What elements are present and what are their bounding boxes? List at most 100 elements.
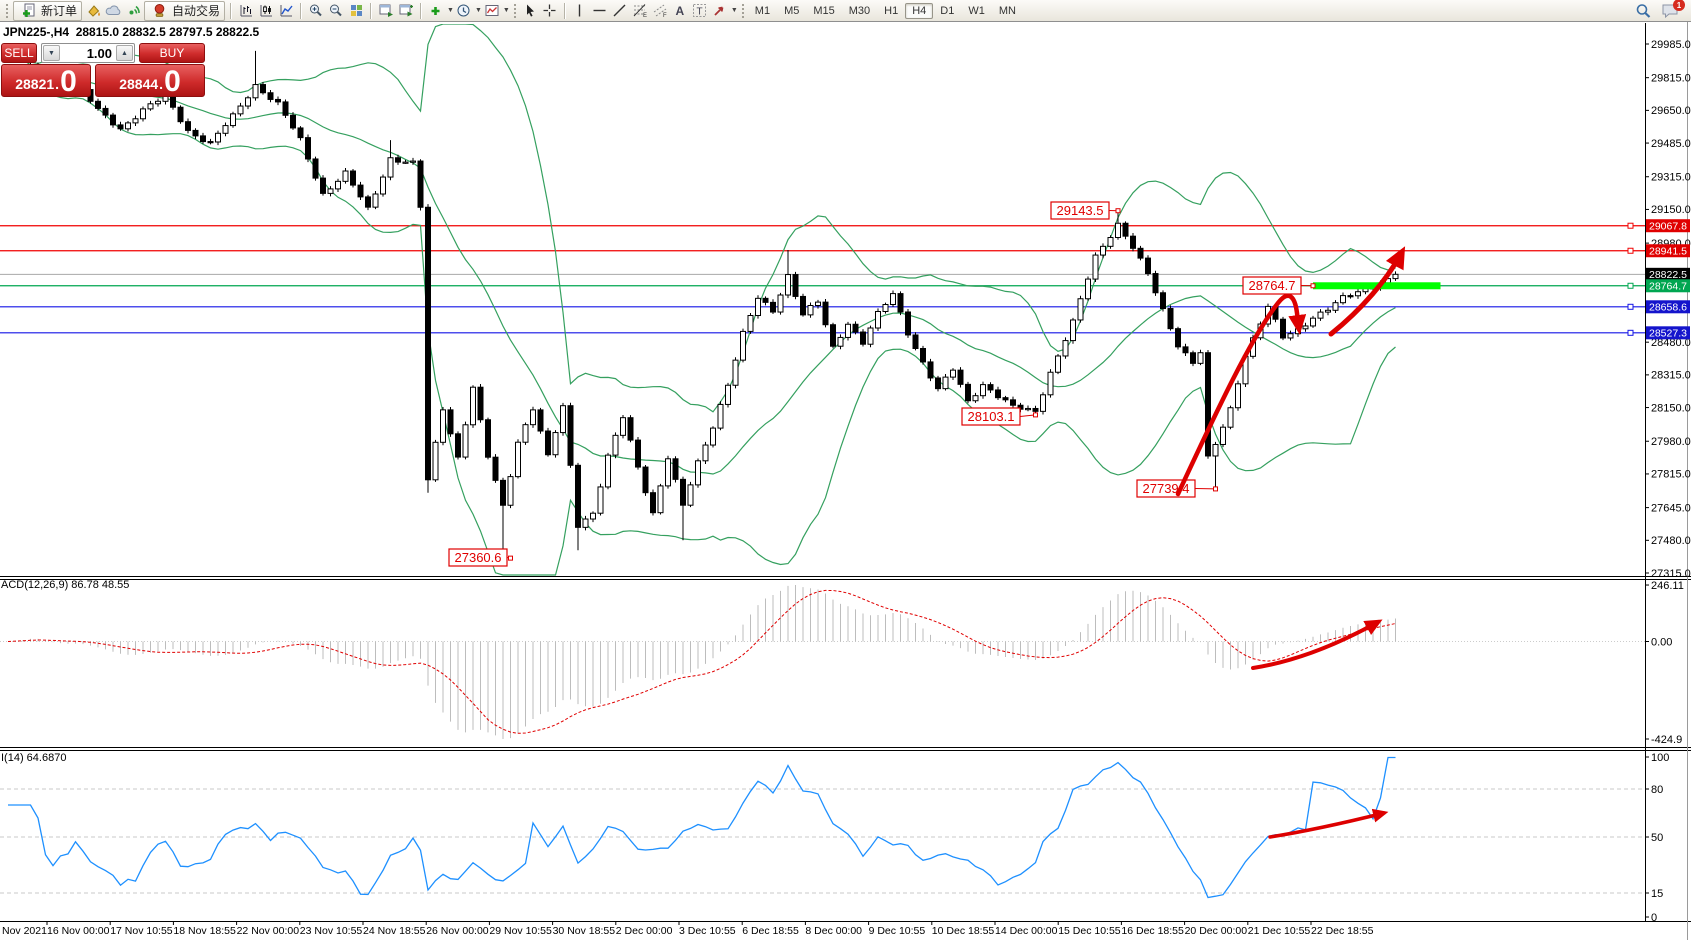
annotation-box[interactable] (961, 407, 1021, 426)
buy-button[interactable]: BUY (139, 43, 205, 63)
bollinger-upper-band[interactable] (7, 24, 1396, 413)
candle-body (1092, 254, 1099, 280)
periods-icon[interactable] (455, 2, 473, 19)
trend-arrow[interactable] (1175, 293, 1307, 497)
line-chart-icon[interactable] (277, 2, 295, 19)
annotation-anchor-handle[interactable] (1115, 208, 1121, 214)
bar-chart-icon[interactable] (237, 2, 255, 19)
candlestick-chart-icon[interactable] (257, 2, 275, 19)
hline-handle[interactable] (1627, 303, 1634, 310)
hline-handle[interactable] (1627, 282, 1634, 289)
candle-body (1032, 407, 1039, 412)
candle-body (1392, 273, 1399, 280)
horizontal-line-icon[interactable] (591, 2, 609, 19)
community-cloud-icon[interactable] (104, 2, 122, 19)
hline-handle[interactable] (1627, 222, 1634, 229)
autotrading-button[interactable]: 自动交易 (144, 0, 226, 21)
rsi-pane[interactable] (0, 756, 1645, 899)
new-chart-icon[interactable] (377, 2, 395, 19)
tab-timeframe-h1[interactable]: H1 (884, 4, 899, 17)
candle-body (545, 430, 551, 456)
annotation-label: 28764.7 (1249, 278, 1296, 293)
periods-dropdown-caret[interactable]: ▼ (474, 7, 482, 14)
trend-arrow[interactable] (1268, 808, 1389, 839)
cursor-icon[interactable] (521, 2, 539, 19)
signals-icon[interactable] (124, 2, 142, 19)
tab-timeframe-m15[interactable]: M15 (813, 4, 835, 17)
macd-pane[interactable] (0, 585, 1645, 740)
time-axis-label: 9 Dec 10:55 (869, 925, 926, 937)
tab-timeframe-w1[interactable]: W1 (968, 4, 985, 17)
chat-icon[interactable]: 1 (1661, 0, 1685, 19)
text-icon[interactable]: A (671, 2, 689, 19)
hline-handle[interactable] (1627, 247, 1634, 254)
trend-arrow[interactable] (1251, 619, 1383, 670)
annotation-anchor-handle[interactable] (1310, 283, 1316, 289)
label-icon[interactable]: T (691, 2, 709, 19)
indicators-dropdown-caret[interactable]: ▼ (447, 7, 454, 14)
crosshair-icon[interactable] (541, 2, 559, 19)
chart-caption: JPN225-,H4 28815.0 28832.5 28797.5 28822… (3, 25, 260, 39)
annotation-box[interactable] (448, 548, 508, 567)
styler-icon[interactable] (84, 2, 102, 19)
annotation-box[interactable] (1050, 201, 1110, 220)
hline-handle[interactable] (1627, 329, 1634, 336)
bollinger-lower-band[interactable] (7, 78, 1396, 576)
tile-windows-icon[interactable] (347, 2, 365, 19)
annotation-anchor-handle[interactable] (1033, 412, 1038, 418)
candlesticks[interactable] (5, 50, 1399, 564)
candle-body (1302, 325, 1309, 330)
indicators-icon[interactable] (427, 2, 445, 19)
time-axis[interactable]: Nov 2021 16 Nov 00:00 17 Nov 10:55 18 Nov 1… (2, 921, 1374, 937)
toolbar-grip[interactable] (512, 3, 517, 18)
candle-body (147, 103, 154, 110)
candle-body (237, 105, 244, 115)
toolbar-grip[interactable] (5, 3, 9, 18)
sell-button[interactable]: SELL (1, 43, 37, 63)
profiles-icon[interactable] (397, 2, 415, 19)
candle-body (305, 137, 311, 160)
arrow-objects-caret[interactable]: ▼ (730, 7, 738, 14)
toolbar-grip[interactable] (740, 3, 745, 18)
tab-timeframe-m1[interactable]: M1 (754, 4, 771, 17)
candle-body (1070, 319, 1076, 342)
rsi-line[interactable] (8, 756, 1396, 899)
trend-arrow[interactable] (1328, 246, 1406, 337)
time-axis-label: Nov 2021 (2, 925, 47, 937)
ask-price-panel[interactable]: 28844 . 0 (95, 64, 205, 97)
templates-dropdown-caret[interactable]: ▼ (502, 7, 510, 14)
trendline-icon[interactable] (611, 2, 629, 19)
templates-icon[interactable] (483, 2, 501, 19)
candle-body (1152, 273, 1159, 294)
tab-timeframe-mn[interactable]: MN (998, 4, 1016, 17)
top-toolbar: 新订单 自动交易 ▼ (0, 0, 1691, 22)
time-axis-label: 24 Nov 18:55 (363, 925, 426, 937)
arrow-objects-icon[interactable] (711, 2, 729, 19)
new-order-button[interactable]: 新订单 (13, 0, 83, 21)
annotation-box[interactable] (1242, 276, 1302, 295)
volume-decrease-button[interactable]: ▼ (43, 45, 60, 61)
tab-timeframe-h4[interactable]: H4 (905, 2, 934, 19)
candle-body (965, 383, 971, 402)
search-icon[interactable] (1634, 2, 1652, 19)
zoom-in-icon[interactable] (307, 2, 325, 19)
channel-icon[interactable]: F (651, 2, 669, 19)
candle-body (230, 113, 236, 127)
zoom-out-icon[interactable] (327, 2, 345, 19)
volume-input[interactable] (61, 44, 115, 62)
macd-signal-line[interactable] (7, 589, 1396, 734)
annotation-anchor-handle[interactable] (1213, 486, 1218, 492)
new-order-icon (19, 2, 37, 19)
price-axis[interactable]: 29985.0 29815.0 29650.0 29485.0 29315.0 29150… (1627, 39, 1691, 924)
volume-increase-button[interactable]: ▲ (116, 45, 133, 61)
tab-timeframe-m30[interactable]: M30 (848, 4, 871, 17)
price-axis-label: 29315.0 (1651, 172, 1691, 184)
vertical-line-icon[interactable] (571, 2, 589, 19)
tab-timeframe-m5[interactable]: M5 (784, 4, 800, 17)
bid-price-panel[interactable]: 28821 . 0 (1, 64, 91, 97)
tab-timeframe-d1[interactable]: D1 (940, 4, 955, 17)
annotation-anchor-handle[interactable] (508, 555, 513, 561)
fibonacci-icon[interactable]: E (631, 2, 649, 19)
